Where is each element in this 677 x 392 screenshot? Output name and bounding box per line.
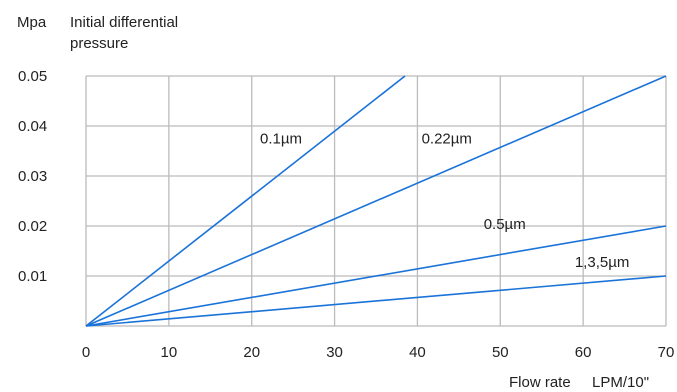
tick-labels: 0 10 20 30 40 50 60 70 0.01 0.02 0.03 0.04 0.05: [18, 68, 674, 361]
x-tick-label-2: 20: [243, 344, 260, 361]
y-tick-label-2: 0.03: [18, 168, 47, 185]
x-axis-unit: LPM/10": [592, 374, 649, 391]
x-tick-label-1: 10: [161, 344, 178, 361]
series-line-1: [85, 75, 667, 327]
x-tick-label-6: 60: [575, 344, 592, 361]
y-tick-label-4: 0.05: [18, 68, 47, 85]
y-axis-label-line1: Initial differential: [70, 14, 178, 31]
series-label-2: 0.5µm: [484, 216, 526, 233]
series-lines: 0.1µm 0.22µm 0.5µm 1,3,5µm: [85, 75, 667, 327]
x-tick-label-7: 70: [658, 344, 675, 361]
x-tick-label-4: 40: [409, 344, 426, 361]
y-axis-label-line2: pressure: [70, 35, 128, 52]
y-tick-label-1: 0.02: [18, 218, 47, 235]
y-tick-label-3: 0.04: [18, 118, 47, 135]
y-tick-label-0: 0.01: [18, 268, 47, 285]
x-axis-label: Flow rate: [509, 374, 571, 391]
y-axis-unit: Mpa: [17, 14, 47, 31]
series-line-3: [85, 275, 667, 327]
grid: [85, 75, 667, 327]
series-line-0: [85, 75, 406, 327]
series-label-1: 0.22µm: [422, 131, 472, 148]
series-label-3: 1,3,5µm: [575, 254, 630, 271]
x-tick-label-5: 50: [492, 344, 509, 361]
x-tick-label-3: 30: [326, 344, 343, 361]
series-label-0: 0.1µm: [260, 131, 302, 148]
series-line-2: [85, 225, 667, 327]
x-tick-label-0: 0: [82, 344, 90, 361]
